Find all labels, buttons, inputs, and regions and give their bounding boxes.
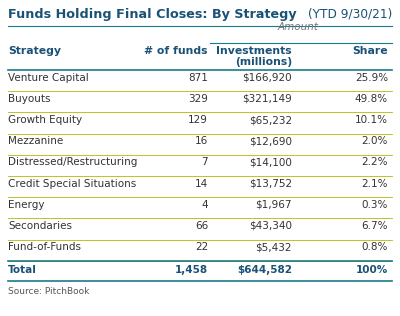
Text: 871: 871 <box>188 73 208 83</box>
Text: Distressed/Restructuring: Distressed/Restructuring <box>8 157 137 167</box>
Text: 100%: 100% <box>356 265 388 275</box>
Text: $14,100: $14,100 <box>249 157 292 167</box>
Text: 6.7%: 6.7% <box>362 221 388 231</box>
Text: 0.3%: 0.3% <box>362 200 388 210</box>
Text: 22: 22 <box>195 242 208 252</box>
Text: 10.1%: 10.1% <box>355 115 388 125</box>
Text: 2.1%: 2.1% <box>362 179 388 189</box>
Text: 2.0%: 2.0% <box>362 136 388 146</box>
Text: $43,340: $43,340 <box>249 221 292 231</box>
Text: $166,920: $166,920 <box>242 73 292 83</box>
Text: Funds Holding Final Closes: By Strategy: Funds Holding Final Closes: By Strategy <box>8 8 297 21</box>
Text: Secondaries: Secondaries <box>8 221 72 231</box>
Text: 329: 329 <box>188 94 208 104</box>
Text: $321,149: $321,149 <box>242 94 292 104</box>
Text: # of funds: # of funds <box>144 46 208 56</box>
Text: 129: 129 <box>188 115 208 125</box>
Text: $1,967: $1,967 <box>256 200 292 210</box>
Text: Buyouts: Buyouts <box>8 94 50 104</box>
Text: Investments
(millions): Investments (millions) <box>216 46 292 67</box>
Text: 2.2%: 2.2% <box>362 157 388 167</box>
Text: Share: Share <box>352 46 388 56</box>
Text: 66: 66 <box>195 221 208 231</box>
Text: Source: PitchBook: Source: PitchBook <box>8 287 89 296</box>
Text: Fund-of-Funds: Fund-of-Funds <box>8 242 81 252</box>
Text: $12,690: $12,690 <box>249 136 292 146</box>
Text: 0.8%: 0.8% <box>362 242 388 252</box>
Text: Total: Total <box>8 265 37 275</box>
Text: (YTD 9/30/21): (YTD 9/30/21) <box>308 8 392 21</box>
Text: 4: 4 <box>201 200 208 210</box>
Text: $13,752: $13,752 <box>249 179 292 189</box>
Text: $65,232: $65,232 <box>249 115 292 125</box>
Text: Growth Equity: Growth Equity <box>8 115 82 125</box>
Text: Energy: Energy <box>8 200 44 210</box>
Text: 25.9%: 25.9% <box>355 73 388 83</box>
Text: 14: 14 <box>195 179 208 189</box>
Text: 16: 16 <box>195 136 208 146</box>
Text: Amount: Amount <box>278 21 318 32</box>
Text: $644,582: $644,582 <box>237 265 292 275</box>
Text: Credit Special Situations: Credit Special Situations <box>8 179 136 189</box>
Text: Mezzanine: Mezzanine <box>8 136 63 146</box>
Text: 1,458: 1,458 <box>175 265 208 275</box>
Text: Strategy: Strategy <box>8 46 61 56</box>
Text: 7: 7 <box>201 157 208 167</box>
Text: $5,432: $5,432 <box>256 242 292 252</box>
Text: 49.8%: 49.8% <box>355 94 388 104</box>
Text: Venture Capital: Venture Capital <box>8 73 89 83</box>
